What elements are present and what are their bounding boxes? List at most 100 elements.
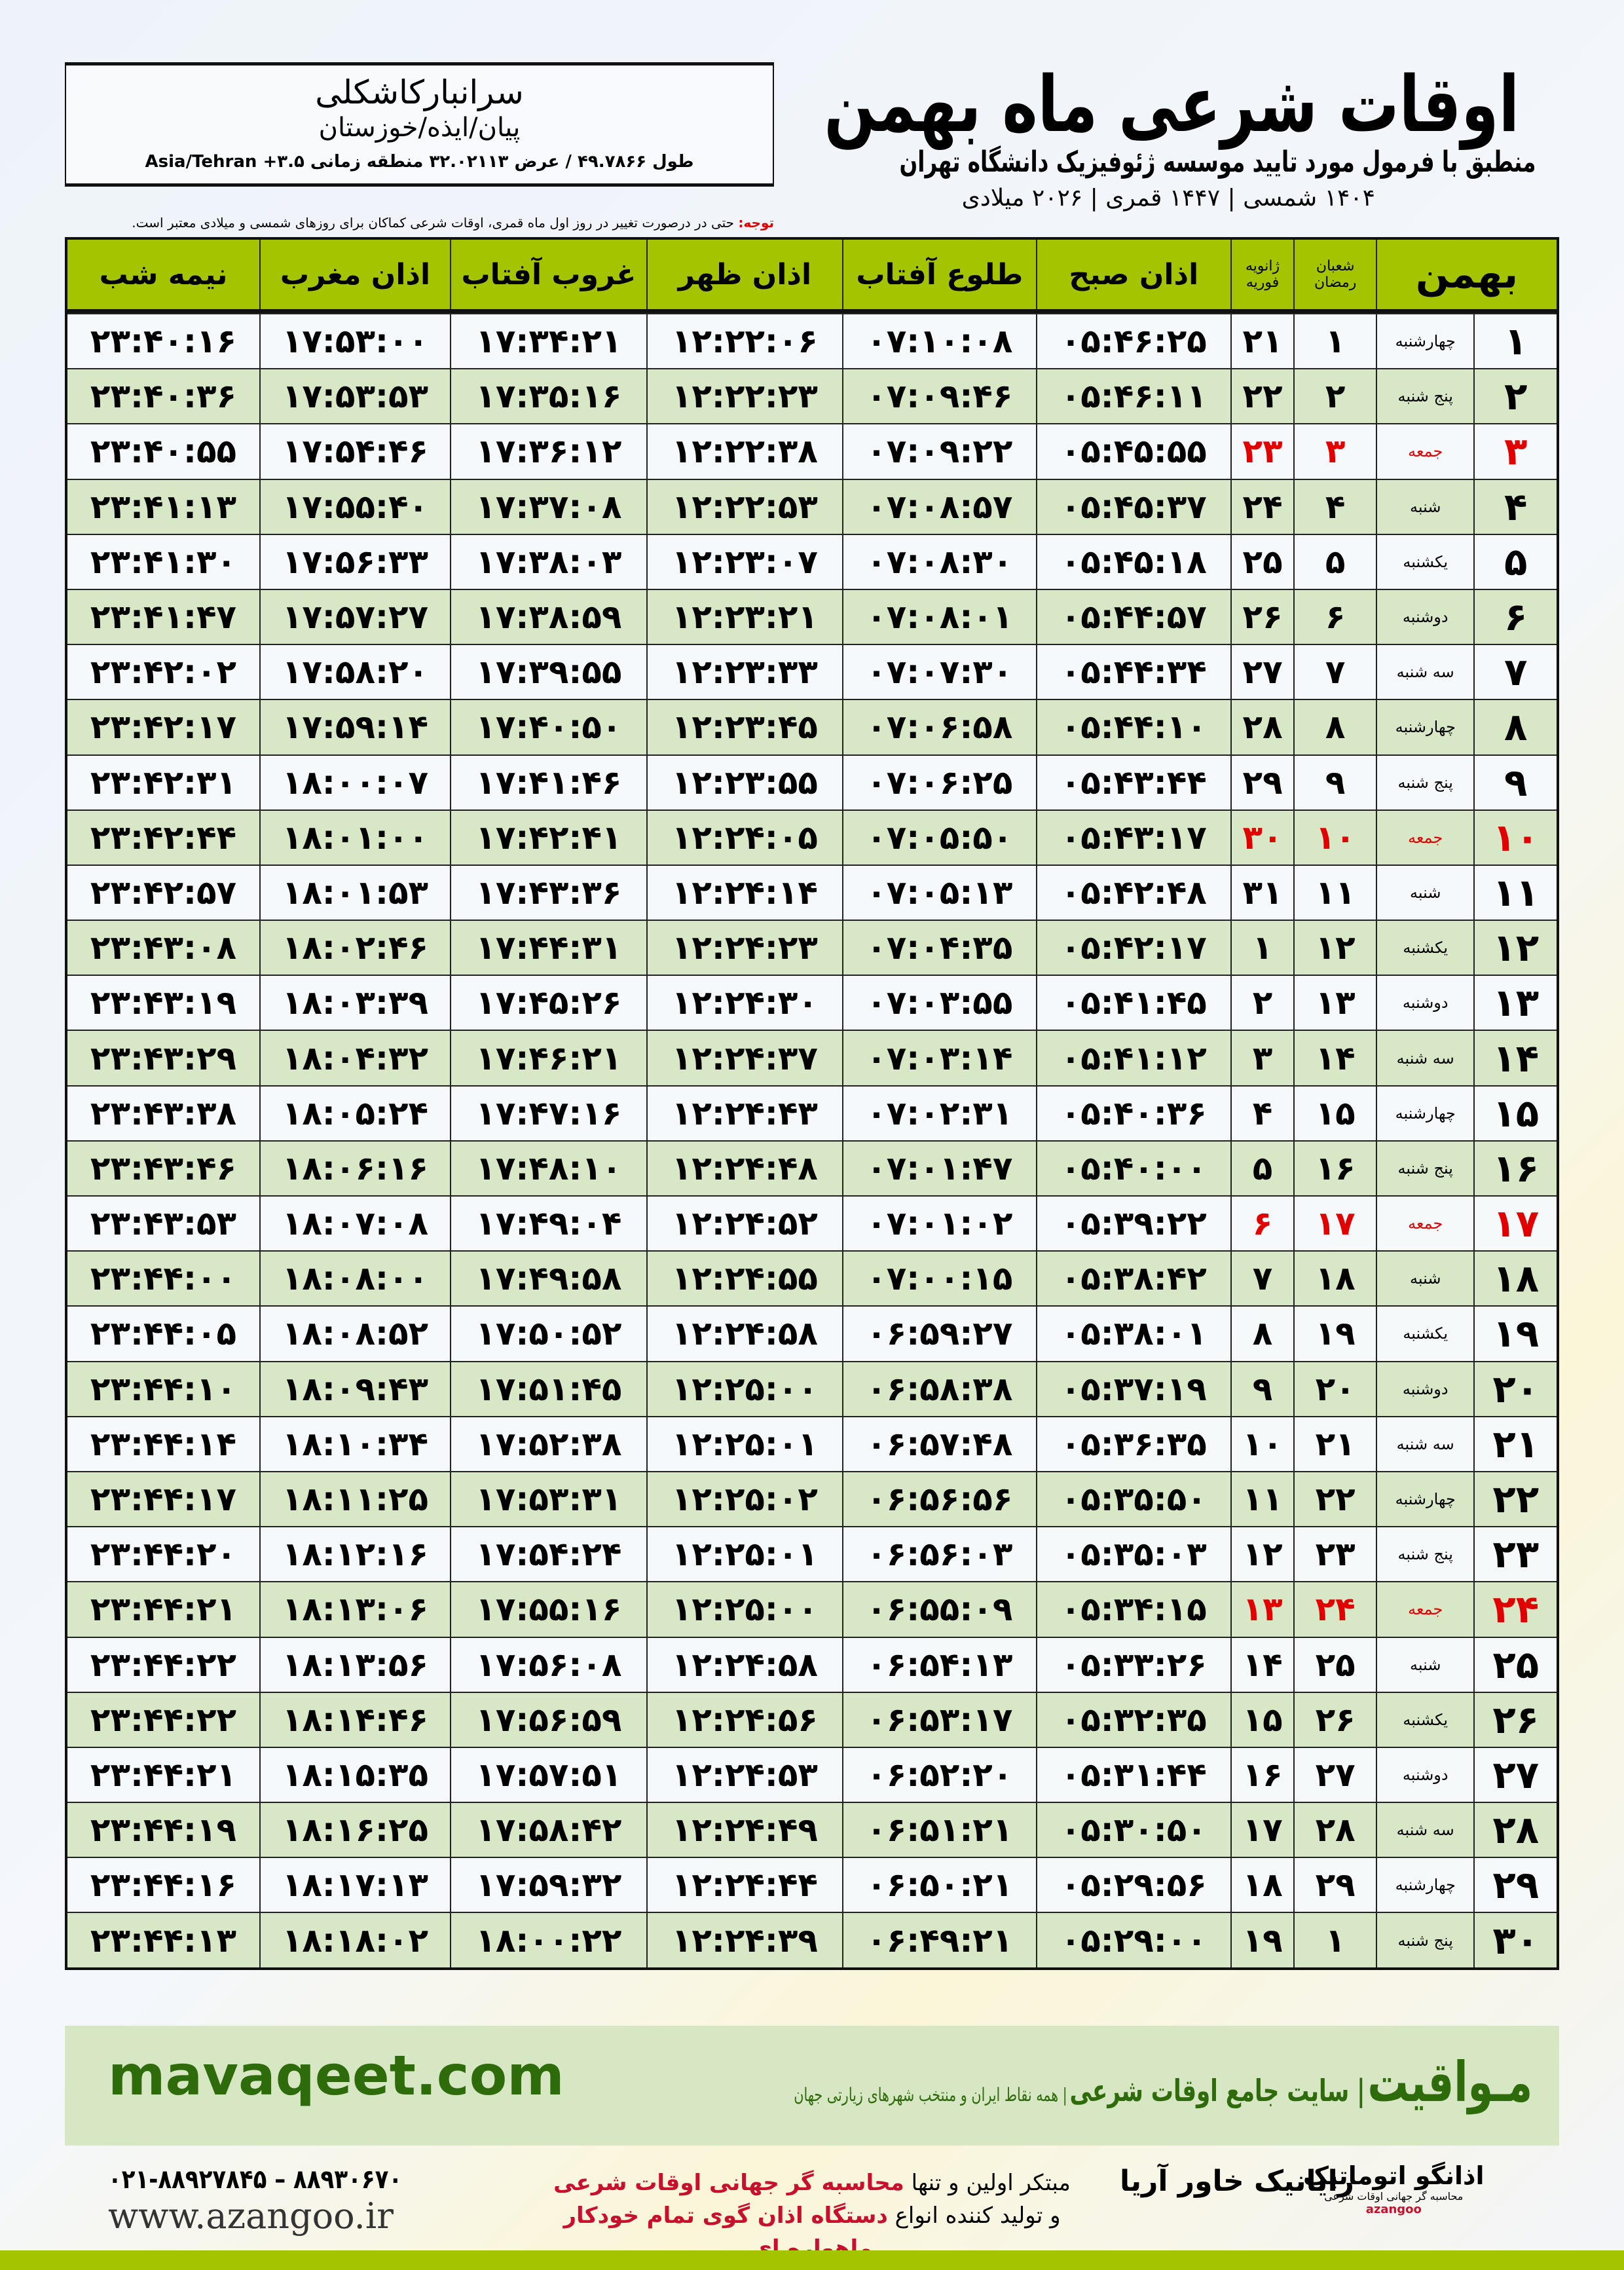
cell-weekday: یکشنبه (1375, 534, 1473, 589)
header-dhuhr: اذان ظهر (646, 240, 842, 309)
cell-dhuhr: ۱۲:۲۳:۲۱ (646, 589, 842, 644)
azangoo-link[interactable]: www.azangoo.ir (108, 2195, 394, 2237)
mavaqeet-banner (65, 2026, 1559, 2146)
table-row: ۲۳:۴۳:۰۸ ۱۸:۰۲:۴۶ ۱۷:۴۴:۳۱ ۱۲:۲۴:۲۳ ۰۷:۰۴:۳۵… (67, 920, 1557, 975)
cell-sunrise: ۰۶:۵۸:۳۸ (841, 1362, 1036, 1416)
cell-sunrise: ۰۶:۵۱:۲۱ (841, 1803, 1036, 1857)
cell-maghrib: ۱۸:۰۸:۵۲ (259, 1307, 450, 1361)
header-gregorian: ژانویه فوریه (1230, 240, 1294, 309)
mavaqeet-link[interactable]: mavaqeet.com (108, 2043, 564, 2108)
cell-gregorian-day: ۱۴ (1230, 1637, 1294, 1692)
table-row: ۲۳:۴۲:۵۷ ۱۸:۰۱:۵۳ ۱۷:۴۳:۳۶ ۱۲:۲۴:۱۴ ۰۷:۰۵:۱۳… (67, 864, 1557, 920)
cell-hijri-day: ۲۹ (1293, 1858, 1376, 1912)
phone-numbers: ۰۲۱-۸۸۹۲۷۸۴۵ – ۸۸۹۳۰۶۷۰ (108, 2165, 403, 2195)
cell-maghrib: ۱۸:۱۵:۳۵ (259, 1747, 450, 1802)
cell-weekday: جمعه (1375, 810, 1473, 865)
cell-midnight: ۲۳:۴۴:۱۹ (90, 1811, 237, 1850)
cell-sunset: ۱۷:۳۴:۲۱ (449, 314, 646, 369)
cell-fajr: ۰۵:۴۰:۰۰ (1035, 1141, 1230, 1195)
cell-hijri-day: ۱۲ (1293, 921, 1376, 975)
cell-maghrib: ۱۸:۱۳:۵۶ (259, 1637, 450, 1692)
location-path: پیان/ایذه/خوزستان (318, 113, 521, 143)
cell-sunset: ۱۷:۵۶:۵۹ (449, 1692, 646, 1747)
cell-sunset: ۱۷:۵۷:۵۱ (449, 1747, 646, 1802)
table-row: ۲۳:۴۴:۱۶ ۱۸:۱۷:۱۳ ۱۷:۵۹:۳۲ ۱۲:۲۴:۴۴ ۰۶:۵۰:۲۱… (67, 1857, 1557, 1912)
cell-weekday: دوشنبه (1375, 589, 1473, 644)
cell-midnight: ۲۳:۴۲:۱۷ (90, 708, 237, 747)
cell-hijri-day: ۱۹ (1293, 1307, 1376, 1361)
cell-weekday: یکشنبه (1375, 921, 1473, 975)
ad-text: مبتکر اولین و تنها (904, 2170, 1071, 2196)
prayer-times-table: نیمه شب اذان مغرب غروب آفتاب اذان ظهر طل… (65, 237, 1559, 1970)
cell-dhuhr: ۱۲:۲۴:۵۵ (646, 1252, 842, 1306)
cell-sunset: ۱۷:۳۵:۱۶ (449, 369, 646, 424)
cell-maghrib: ۱۸:۰۹:۴۳ (259, 1362, 450, 1416)
mavaqeet-slogan: مـواقیت | سایت جامع اوقات شرعی | همه نقا… (794, 2050, 1532, 2114)
table-row: ۲۳:۴۲:۴۴ ۱۸:۰۱:۰۰ ۱۷:۴۲:۴۱ ۱۲:۲۴:۰۵ ۰۷:۰۵:۵۰… (67, 809, 1557, 865)
table-row: ۲۳:۴۰:۳۶ ۱۷:۵۳:۵۳ ۱۷:۳۵:۱۶ ۱۲:۲۲:۲۳ ۰۷:۰۹:۴۶… (67, 368, 1557, 424)
cell-hijri-day: ۱۶ (1293, 1141, 1376, 1195)
cell-gregorian-day: ۲۱ (1230, 314, 1294, 369)
table-row: ۲۳:۴۱:۴۷ ۱۷:۵۷:۲۷ ۱۷:۳۸:۵۹ ۱۲:۲۳:۲۱ ۰۷:۰۸:۰۱… (67, 588, 1557, 644)
cell-day: ۲۴ (1473, 1582, 1557, 1637)
bottom-bar (0, 2250, 1624, 2270)
cell-fajr: ۰۵:۴۶:۱۱ (1035, 369, 1230, 424)
rayanik-logo: رایانیک خاور آریا (1120, 2165, 1354, 2198)
table-row: ۲۳:۴۱:۳۰ ۱۷:۵۶:۳۳ ۱۷:۳۸:۰۳ ۱۲:۲۳:۰۷ ۰۷:۰۸:۳۰… (67, 533, 1557, 589)
cell-maghrib: ۱۷:۵۸:۲۰ (259, 645, 450, 699)
cell-midnight: ۲۳:۴۴:۰۵ (90, 1314, 237, 1353)
table-row: ۲۳:۴۴:۲۰ ۱۸:۱۲:۱۶ ۱۷:۵۴:۲۴ ۱۲:۲۵:۰۱ ۰۶:۵۶:۰۳… (67, 1526, 1557, 1582)
cell-sunrise: ۰۷:۰۵:۵۰ (841, 810, 1036, 865)
cell-gregorian-day: ۳۱ (1230, 865, 1294, 920)
cell-weekday: شنبه (1375, 1637, 1473, 1692)
cell-midnight: ۲۳:۴۰:۱۶ (90, 322, 237, 361)
cell-dhuhr: ۱۲:۲۲:۳۸ (646, 424, 842, 479)
cell-fajr: ۰۵:۴۵:۵۵ (1035, 424, 1230, 479)
cell-dhuhr: ۱۲:۲۳:۰۷ (646, 534, 842, 589)
cell-gregorian-day: ۱ (1230, 921, 1294, 975)
cell-weekday: چهارشنبه (1375, 314, 1473, 369)
cell-fajr: ۰۵:۴۵:۱۸ (1035, 534, 1230, 589)
cell-fajr: ۰۵:۴۲:۱۷ (1035, 921, 1230, 975)
header-midnight: نیمه شب (99, 257, 228, 291)
cell-gregorian-day: ۳۰ (1230, 810, 1294, 865)
cell-day: ۲۷ (1473, 1747, 1557, 1802)
cell-hijri-day: ۲۰ (1293, 1362, 1376, 1416)
cell-maghrib: ۱۸:۱۷:۱۳ (259, 1858, 450, 1912)
page-title: اوقات شرعی ماه بهمن (824, 59, 1519, 149)
cell-hijri-day: ۲۵ (1293, 1637, 1376, 1692)
cell-sunrise: ۰۶:۵۰:۲۱ (841, 1858, 1036, 1912)
cell-gregorian-day: ۱۰ (1230, 1417, 1294, 1471)
cell-gregorian-day: ۱۶ (1230, 1747, 1294, 1802)
cell-hijri-day: ۱۸ (1293, 1252, 1376, 1306)
cell-hijri-day: ۱ (1293, 1913, 1376, 1967)
cell-fajr: ۰۵:۴۱:۴۵ (1035, 976, 1230, 1030)
cell-fajr: ۰۵:۳۶:۳۵ (1035, 1417, 1230, 1471)
cell-sunset: ۱۷:۴۶:۲۱ (449, 1031, 646, 1085)
cell-dhuhr: ۱۲:۲۴:۳۷ (646, 1031, 842, 1085)
cell-sunset: ۱۷:۴۰:۵۰ (449, 700, 646, 754)
azangoo-logo: اذانگو اتوماتیک محاسبه گر جهانی اوقات شر… (1303, 2161, 1485, 2216)
cell-weekday: شنبه (1375, 479, 1473, 534)
cell-sunrise: ۰۷:۰۸:۳۰ (841, 534, 1036, 589)
cell-midnight: ۲۳:۴۳:۱۹ (90, 984, 237, 1022)
table-row: ۲۳:۴۴:۱۷ ۱۸:۱۱:۲۵ ۱۷:۵۳:۳۱ ۱۲:۲۵:۰۲ ۰۶:۵۶:۵۶… (67, 1470, 1557, 1527)
cell-fajr: ۰۵:۳۹:۲۲ (1035, 1197, 1230, 1251)
cell-gregorian-day: ۱۷ (1230, 1803, 1294, 1857)
table-row: ۲۳:۴۳:۱۹ ۱۸:۰۳:۳۹ ۱۷:۴۵:۲۶ ۱۲:۲۴:۳۰ ۰۷:۰۳:۵۵… (67, 975, 1557, 1030)
cell-maghrib: ۱۸:۰۱:۵۳ (259, 865, 450, 920)
cell-hijri-day: ۲۲ (1293, 1472, 1376, 1527)
cell-dhuhr: ۱۲:۲۵:۰۲ (646, 1472, 842, 1527)
cell-day: ۲ (1473, 369, 1557, 424)
cell-hijri-day: ۶ (1293, 589, 1376, 644)
cell-day: ۲۶ (1473, 1692, 1557, 1747)
cell-gregorian-day: ۴ (1230, 1086, 1294, 1140)
cell-sunrise: ۰۶:۴۹:۲۱ (841, 1913, 1036, 1967)
cell-sunrise: ۰۷:۰۰:۱۵ (841, 1252, 1036, 1306)
cell-day: ۳۰ (1473, 1913, 1557, 1967)
cell-gregorian-day: ۲۶ (1230, 589, 1294, 644)
cell-maghrib: ۱۸:۱۰:۳۴ (259, 1417, 450, 1471)
cell-hijri-day: ۲۶ (1293, 1692, 1376, 1747)
cell-day: ۲۲ (1473, 1472, 1557, 1527)
cell-sunrise: ۰۶:۵۹:۲۷ (841, 1307, 1036, 1361)
